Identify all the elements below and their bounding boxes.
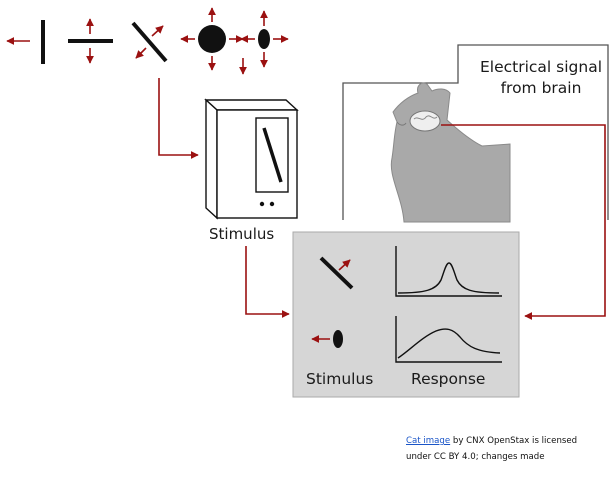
stimulus-diagonal-bar-arrows [131, 21, 168, 63]
panel-stimulus-label: Stimulus [306, 370, 374, 388]
cat-icon [390, 82, 511, 223]
response-plot-peaked [395, 246, 502, 297]
cat-image-link[interactable]: Cat image [406, 436, 451, 446]
stimulus-circle-four-arrows [180, 7, 244, 71]
credit-line-2: under CC BY 4.0; changes made [406, 452, 545, 462]
panel-oval-stimulus [311, 330, 343, 348]
brain-icon [409, 110, 441, 132]
stimulus-horizontal-bar-updown-arrows [68, 18, 113, 64]
connector-stimulus-to-panel [245, 246, 290, 318]
panel-response-label: Response [411, 370, 486, 388]
credit-line-1-rest: by CNX OpenStax is licensed [450, 436, 578, 446]
connector-symbols-to-monitor [158, 78, 199, 159]
panel-diagonal-bar-stimulus [319, 256, 354, 290]
cat-backdrop [342, 44, 609, 220]
monitor-icon [204, 98, 299, 220]
credit-line-1: Cat image by CNX OpenStax is licensed [406, 433, 577, 449]
stimulus-vertical-bar-left-arrow [6, 20, 45, 64]
image-credit: Cat image by CNX OpenStax is licensed un… [406, 433, 577, 465]
stimulus-oval-four-arrows [240, 10, 289, 68]
connector-brain-to-panel [441, 124, 606, 320]
results-panel [292, 231, 520, 398]
electrical-signal-label: Electrical signal from brain [479, 58, 603, 97]
stimulus-label: Stimulus [209, 225, 275, 243]
response-plot-broad [395, 316, 502, 363]
